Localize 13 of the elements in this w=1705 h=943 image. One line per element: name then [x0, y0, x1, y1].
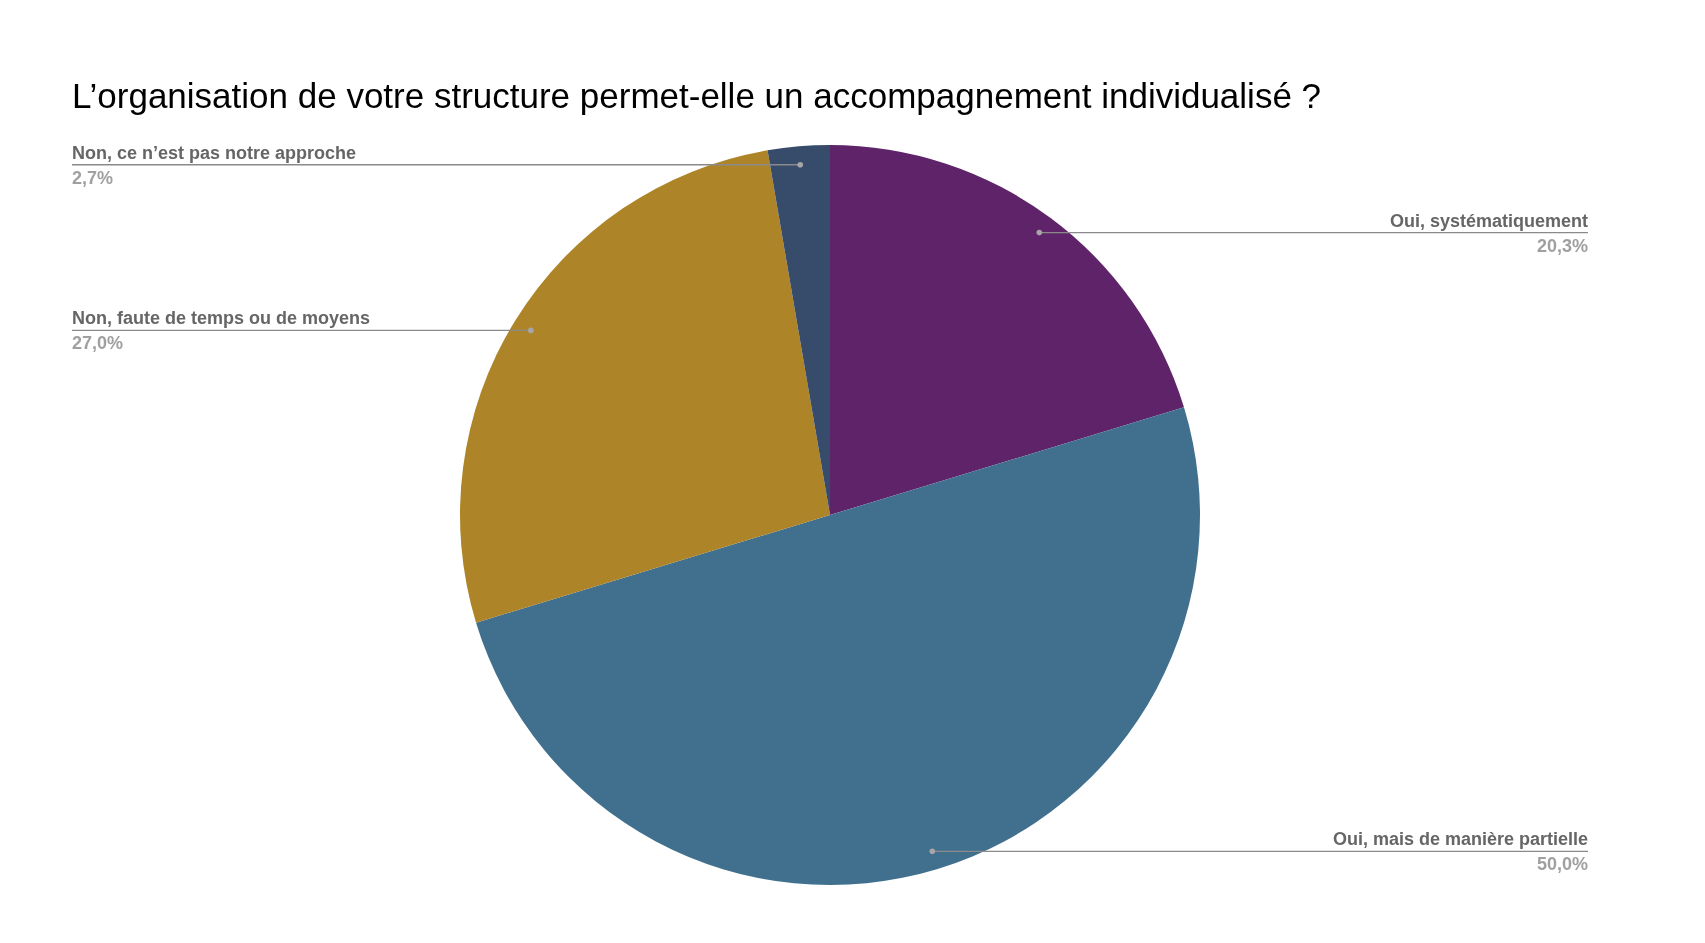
pie-slice — [767, 145, 830, 515]
pie-slice — [476, 407, 1200, 885]
pie-slice — [460, 150, 830, 623]
slice-label: Oui, systématiquement — [1389, 210, 1588, 231]
data-label: 27,0% — [72, 333, 124, 354]
chart-title: L’organisation de votre structure permet-elle un accompagnement individualisé ? — [72, 76, 1322, 116]
slice-label: Non, ce n’est pas notre approche — [72, 142, 357, 163]
data-label: 2,7% — [72, 167, 114, 188]
slice-label: Oui, mais de manière partielle — [1332, 829, 1588, 850]
data-label: 20,3% — [1536, 235, 1588, 256]
pie-slice — [830, 145, 1184, 515]
data-label: 50,0% — [1536, 854, 1588, 875]
slice-label: Non, faute de temps ou de moyens — [72, 308, 371, 329]
